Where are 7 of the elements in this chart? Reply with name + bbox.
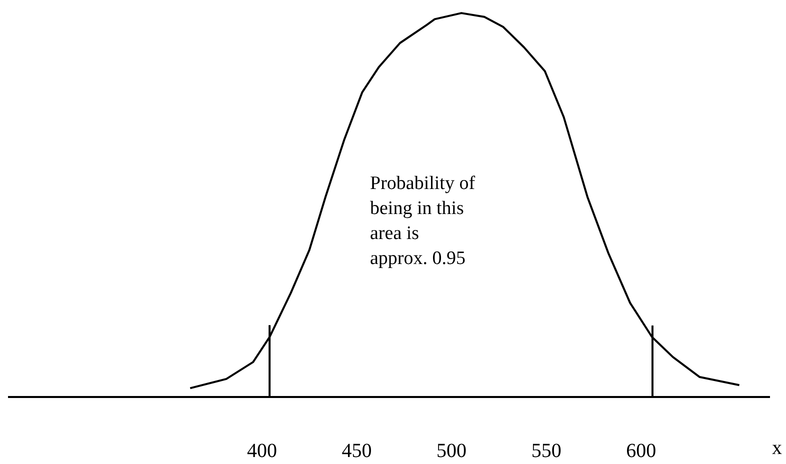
x-tick-label: 400 [247,440,277,462]
x-tick-label: 450 [342,440,372,462]
x-axis-title: x [772,437,782,459]
annotation: Probability of being in this area is approx. 0.95 [370,172,476,271]
x-tick-label: 600 [626,440,656,462]
x-tick-label: 500 [436,440,467,462]
x-tick-label: 550 [531,440,562,462]
